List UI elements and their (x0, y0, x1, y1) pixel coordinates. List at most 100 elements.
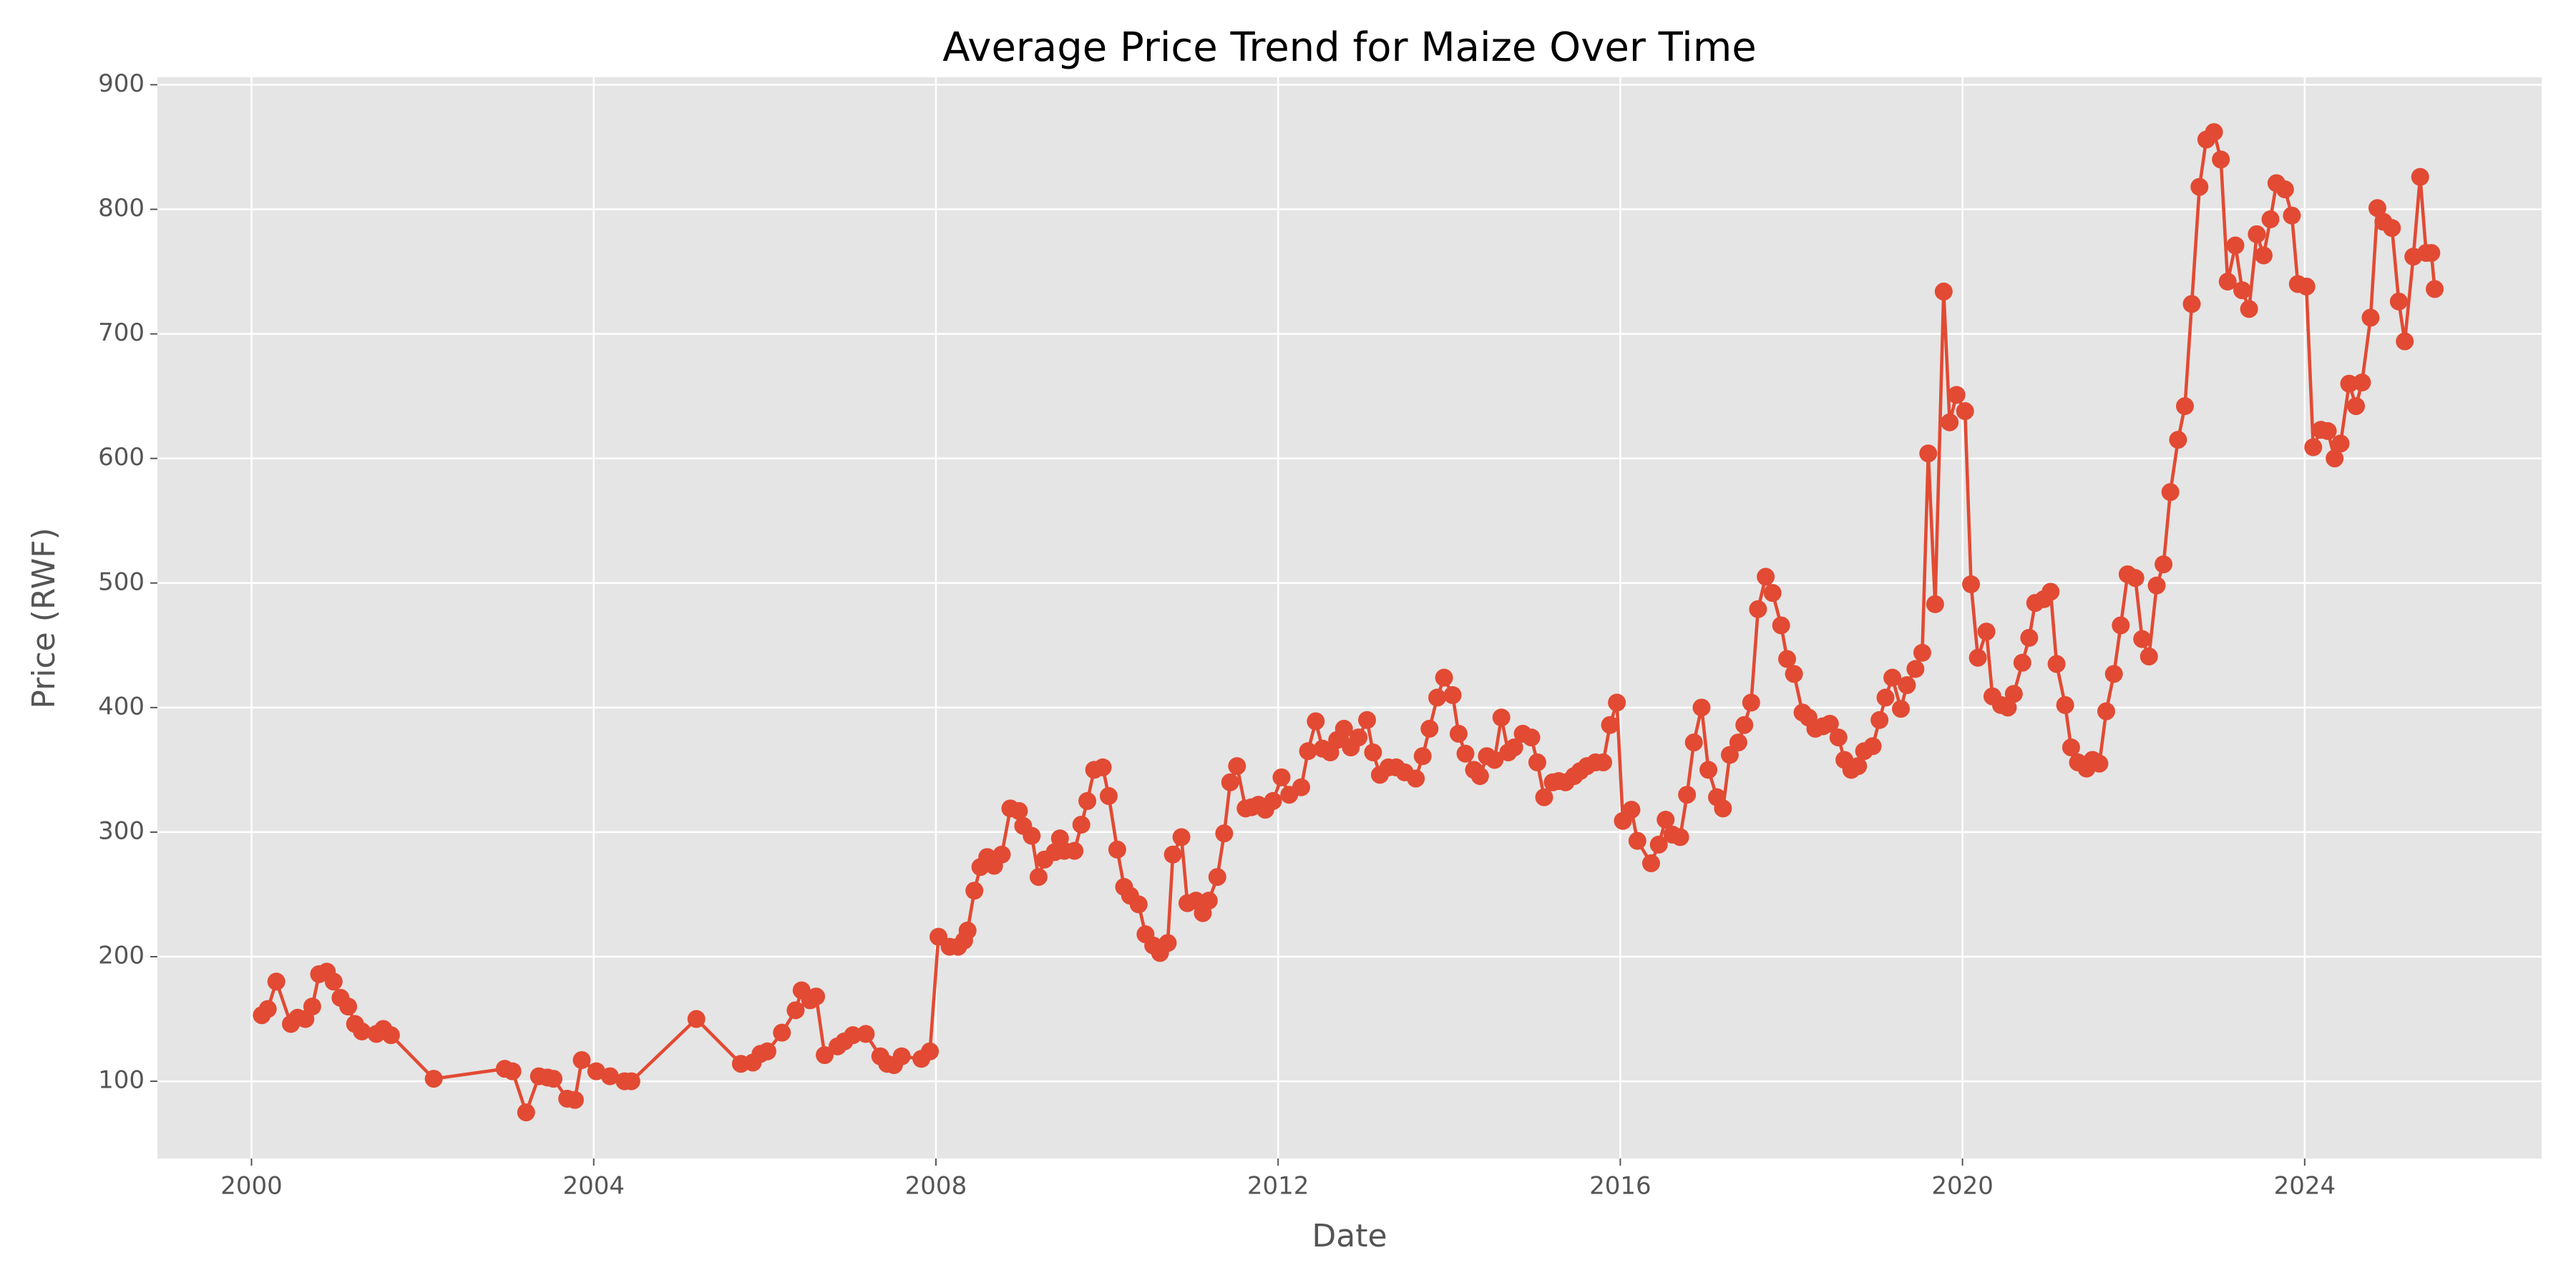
point (2226, 236, 2245, 255)
point (2340, 374, 2358, 393)
point (1272, 768, 1291, 786)
point (1742, 693, 1760, 712)
point (1158, 934, 1177, 952)
plot-background (157, 77, 2542, 1158)
point (1919, 444, 1938, 463)
point (857, 1025, 875, 1043)
y-tick-label: 700 (98, 318, 145, 347)
point (1892, 700, 1911, 718)
point (2353, 373, 2371, 391)
point (1820, 714, 1839, 733)
point (1898, 676, 1916, 695)
point (2205, 123, 2223, 142)
x-tick-label: 2012 (1247, 1172, 1309, 1201)
point (2212, 150, 2230, 169)
point (844, 1026, 862, 1045)
y-tick-label: 400 (98, 692, 145, 721)
point (1684, 733, 1703, 752)
point (1407, 769, 1425, 788)
point (1199, 892, 1218, 910)
point (2155, 555, 2173, 574)
point (965, 882, 984, 900)
point (2041, 582, 2060, 601)
point (1522, 728, 1541, 747)
point (1099, 786, 1118, 805)
point (816, 1046, 834, 1065)
point (1456, 744, 1475, 763)
point (1608, 693, 1626, 712)
point (758, 1042, 776, 1060)
point (1065, 841, 1084, 860)
point (1029, 868, 1048, 887)
point (1129, 895, 1148, 914)
point (1778, 650, 1797, 668)
point (1926, 595, 1944, 613)
point (2133, 630, 2152, 648)
grid (157, 77, 2542, 1158)
point (921, 1042, 940, 1060)
point (687, 1010, 706, 1028)
point (2147, 576, 2166, 595)
point (1956, 402, 1974, 421)
point (1072, 815, 1091, 834)
point (1913, 643, 1931, 662)
point (1622, 801, 1641, 819)
point (1999, 698, 2017, 717)
y-tick-label: 600 (98, 443, 145, 472)
point (1435, 668, 1453, 687)
point (267, 972, 286, 991)
x-axis-label: Date (1312, 1218, 1387, 1254)
point (1714, 799, 1732, 818)
point (1906, 660, 1925, 678)
point (2140, 647, 2158, 665)
point (565, 1091, 584, 1109)
point (1763, 584, 1782, 602)
point (572, 1050, 591, 1069)
point (1934, 282, 1953, 301)
point (2383, 219, 2401, 238)
y-tick-label: 800 (98, 194, 145, 223)
point (2318, 421, 2337, 440)
point (2062, 738, 2080, 757)
point (2056, 696, 2074, 714)
point (503, 1062, 522, 1080)
point (2347, 397, 2366, 416)
point (2013, 653, 2031, 672)
point (1699, 761, 1718, 779)
point (600, 1067, 619, 1085)
point (1163, 845, 1182, 864)
point (958, 921, 977, 940)
point (2097, 702, 2115, 721)
point (1849, 757, 1868, 776)
point (2389, 292, 2408, 311)
point (1594, 753, 1612, 771)
point (2175, 397, 2194, 416)
point (2261, 210, 2280, 228)
y-tick-label: 300 (98, 816, 145, 845)
point (622, 1072, 640, 1091)
point (786, 1001, 805, 1020)
point (2422, 243, 2441, 262)
point (2361, 308, 2380, 327)
point (2112, 616, 2130, 635)
y-tick-label: 500 (98, 567, 145, 596)
point (1078, 791, 1097, 810)
point (353, 1022, 371, 1040)
y-tick-label: 900 (98, 69, 145, 98)
x-tick-label: 2000 (220, 1172, 283, 1201)
chart-title: Average Price Trend for Maize Over Time (942, 24, 1756, 71)
point (2104, 665, 2123, 683)
point (1228, 757, 1246, 776)
x-tick-label: 2004 (562, 1172, 625, 1201)
point (2020, 628, 2039, 647)
point (1968, 648, 1987, 667)
point (2169, 431, 2187, 449)
y-tick-label: 200 (98, 941, 145, 970)
point (1641, 854, 1660, 872)
point (2233, 281, 2252, 300)
point (1172, 828, 1191, 847)
point (1870, 711, 1889, 729)
point (1093, 758, 1112, 776)
